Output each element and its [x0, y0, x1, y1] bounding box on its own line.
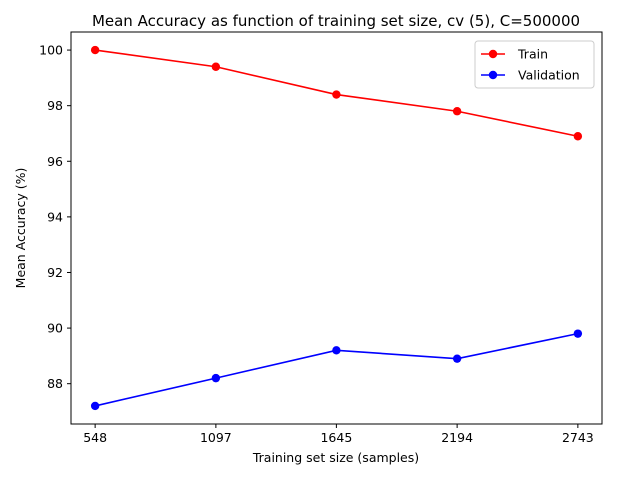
x-axis-title: Training set size (samples)	[252, 450, 419, 465]
data-point-validation	[573, 329, 583, 338]
x-tick-label: 1097	[200, 430, 232, 445]
data-point-train	[452, 107, 462, 116]
y-tick-label: 96	[47, 154, 63, 169]
y-tick-label: 94	[47, 209, 63, 224]
data-point-validation	[90, 401, 100, 411]
x-axis: 548 1097 1645 2194 2743	[83, 424, 594, 445]
y-tick-label: 90	[47, 321, 63, 336]
data-point-validation	[332, 346, 341, 355]
data-point-train	[211, 62, 221, 71]
y-axis-title: Mean Accuracy (%)	[13, 168, 28, 289]
data-point-validation	[452, 354, 462, 363]
legend: Train Validation	[474, 40, 595, 89]
y-axis: 88 90 92 94 96 98 100	[39, 43, 71, 391]
x-tick-label: 2194	[441, 430, 473, 445]
legend-marker-validation	[488, 70, 498, 80]
x-tick-label: 2743	[562, 430, 594, 445]
data-point-train	[332, 90, 341, 99]
data-point-validation	[211, 373, 221, 383]
legend-frame	[474, 40, 595, 89]
legend-label-train: Train	[517, 47, 548, 62]
series-layer	[90, 45, 583, 411]
data-point-train	[90, 45, 100, 55]
series-line-validation	[94, 332, 579, 407]
y-tick-label: 92	[47, 265, 63, 280]
y-tick-label: 100	[39, 43, 63, 58]
y-tick-label: 98	[47, 98, 63, 113]
legend-label-validation: Validation	[518, 68, 580, 83]
chart-title: Mean Accuracy as function of training se…	[92, 12, 580, 30]
legend-marker-train	[488, 49, 498, 59]
y-tick-label: 88	[47, 376, 63, 391]
x-tick-label: 1645	[320, 430, 352, 445]
x-tick-label: 548	[83, 430, 107, 445]
data-point-train	[573, 132, 583, 141]
